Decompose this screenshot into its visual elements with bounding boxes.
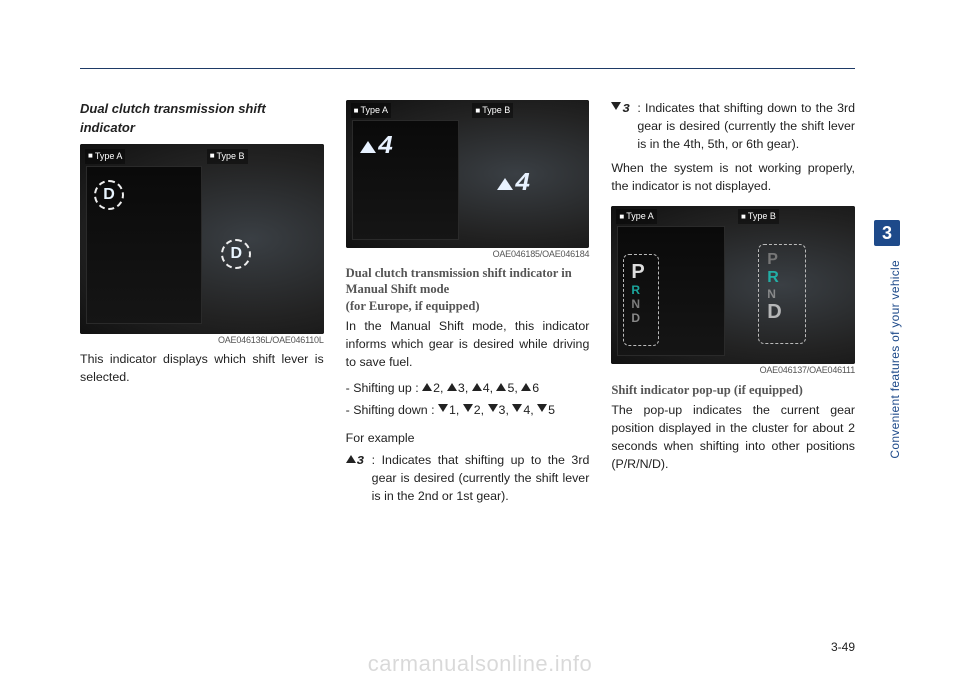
manual-page: 3 Convenient features of your vehicle Du… [0, 0, 960, 689]
watermark: carmanualsonline.info [368, 651, 593, 677]
content-columns: Dual clutch transmission shift indicator… [80, 100, 855, 512]
fig-label-type-a: Type A [616, 209, 656, 224]
arrow-up-icon [497, 178, 513, 190]
page-number: 3-49 [831, 640, 855, 654]
col1-figure: Type A Type B D D [80, 144, 324, 334]
triangle-up-icon [346, 455, 356, 463]
gear-up4-a: 4 [360, 128, 394, 166]
shift-down-line: - Shifting down : 1, 2, 3, 4, 5 [346, 402, 590, 420]
triangle-up-icon [447, 383, 457, 391]
chapter-tab: 3 [874, 220, 900, 246]
triangle-up-icon [472, 383, 482, 391]
prnd-b: P R N D [767, 252, 781, 322]
fig-label-type-b: Type B [472, 103, 513, 118]
column-1: Dual clutch transmission shift indicator… [80, 100, 324, 512]
fig-label-type-b: Type B [738, 209, 779, 224]
col3-figure: Type A Type B P R N D P R N D [611, 206, 855, 364]
gear-d-circle-b: D [221, 239, 251, 269]
gear-d-circle-a: D [94, 180, 124, 210]
column-3: 3 : Indicates that shifting down to the … [611, 100, 855, 512]
col3-fig-code: OAE046137/OAE046111 [611, 364, 855, 377]
prnd-a: P R N D [631, 262, 644, 324]
col3-subhead: Shift indicator pop-up (if equipped) [611, 381, 855, 399]
header-rule [80, 68, 855, 69]
column-2: Type A Type B 4 4 OAE046185/OAE046184 Du… [346, 100, 590, 512]
triangle-down-icon [537, 404, 547, 412]
gear-up4-b: 4 [497, 165, 531, 203]
shift-list: - Shifting up : 2, 3, 4, 5, 6 - Shifting… [346, 380, 590, 420]
example-up: 3 : Indicates that shifting up to the 3r… [346, 452, 590, 506]
col2-p1: In the Manual Shift mode, this indicator… [346, 318, 590, 372]
fig-label-type-a: Type A [85, 149, 125, 164]
example-heading: For example [346, 430, 590, 448]
col1-body: This indicator displays which shift leve… [80, 351, 324, 387]
col2-subhead-1: Dual clutch transmission shift indicator… [346, 265, 590, 298]
fig-label-type-b: Type B [207, 149, 248, 164]
arrow-up-icon [360, 141, 376, 153]
shift-up-line: - Shifting up : 2, 3, 4, 5, 6 [346, 380, 590, 398]
col2-fig-code: OAE046185/OAE046184 [346, 248, 590, 261]
triangle-up-icon [496, 383, 506, 391]
col2-figure: Type A Type B 4 4 [346, 100, 590, 248]
fig-label-type-a: Type A [351, 103, 391, 118]
triangle-down-icon [512, 404, 522, 412]
col2-subhead-2: (for Europe, if equipped) [346, 298, 590, 314]
triangle-down-icon [463, 404, 473, 412]
triangle-up-icon [521, 383, 531, 391]
triangle-down-icon [438, 404, 448, 412]
triangle-up-icon [422, 383, 432, 391]
col3-not-working: When the system is not working properly,… [611, 160, 855, 196]
triangle-down-icon [488, 404, 498, 412]
col3-p2: The pop-up indicates the current gear po… [611, 402, 855, 474]
triangle-down-icon [611, 102, 621, 110]
side-chapter-label: Convenient features of your vehicle [888, 260, 902, 459]
col1-heading: Dual clutch transmission shift indicator [80, 100, 324, 138]
col1-fig-code: OAE046136L/OAE046110L [80, 334, 324, 347]
example-down: 3 : Indicates that shifting down to the … [611, 100, 855, 154]
